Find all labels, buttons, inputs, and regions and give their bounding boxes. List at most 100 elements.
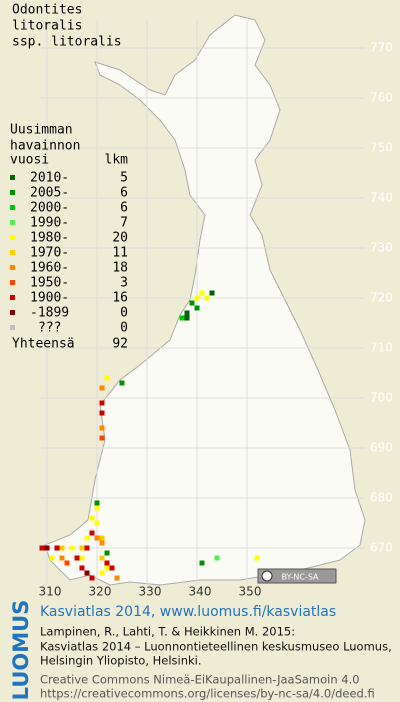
occurrence-square [79,555,85,561]
title: ssp. litoralis [12,35,122,50]
legend-header: vuosi [10,153,49,168]
occurrence-square [99,535,105,541]
occurrence-square [99,400,105,406]
occurrence-square [99,410,105,416]
occurrence-square [84,570,90,576]
citation: Kasviatlas 2014 – Luonnontieteellinen ke… [40,640,392,654]
legend-header: havainnon [10,139,80,154]
occurrence-square [69,545,75,551]
legend-label: 2000- [30,201,69,216]
title: Odontites [12,3,82,18]
legend-swatch [10,220,15,225]
cc-badge-text: BY-NC-SA [281,573,319,582]
legend-label: 1980- [30,231,69,246]
legend-count: 6 [120,186,128,201]
occurrence-square [109,565,115,571]
license: Creative Commons Nimeä-EiKaupallinen-Jaa… [40,673,360,687]
citation: Helsingin Yliopisto, Helsinki. [40,654,202,668]
occurrence-square [94,505,100,511]
cc-badge [257,568,337,584]
legend-label: ??? [38,321,61,336]
occurrence-square [59,555,65,561]
legend-header: Uusimman [10,123,73,138]
occurrence-square [214,555,220,561]
occurrence-square [104,565,110,571]
occurrence-square [94,520,100,526]
occurrence-square [99,570,105,576]
license-url[interactable]: https://creativecommons.org/licenses/by-… [40,687,375,701]
occurrence-square [44,545,50,551]
legend-label: 1970- [30,246,69,261]
y-tick-label: 760 [370,91,393,105]
occurrence-square [104,550,110,556]
occurrence-square [99,555,105,561]
legend-swatch [10,250,15,255]
occurrence-square [89,575,95,581]
x-tick-label: 310 [39,585,62,599]
legend-swatch [10,310,15,315]
occurrence-square [79,545,85,551]
occurrence-square [254,555,260,561]
occurrence-square [199,290,205,296]
legend-swatch [10,265,15,270]
title: litoralis [12,19,82,34]
occurrence-square [39,545,45,551]
y-tick-label: 710 [370,341,393,355]
legend-count: 7 [120,216,128,231]
occurrence-square [59,545,65,551]
occurrence-square [99,435,105,441]
legend-count: 3 [120,276,128,291]
legend-count: 6 [120,201,128,216]
legend-count: 18 [112,261,128,276]
occurrence-square [104,375,110,381]
occurrence-square [74,555,80,561]
occurrence-square [99,540,105,546]
occurrence-square [199,560,205,566]
occurrence-square [64,560,70,566]
occurrence-square [184,310,190,316]
legend-label: 1950- [30,276,69,291]
legend-count: 11 [112,246,128,261]
occurrence-square [119,380,125,386]
citation: Lampinen, R., Lahti, T. & Heikkinen M. 2… [40,625,295,639]
y-tick-label: 730 [370,241,393,255]
occurrence-square [89,515,95,521]
occurrence-square [179,315,185,321]
occurrence-square [49,555,55,561]
total-label: Yhteensä [12,337,75,352]
legend-swatch [10,205,15,210]
y-tick-label: 680 [370,491,393,505]
y-tick-label: 740 [370,191,393,205]
logo: LUOMUS [9,600,33,701]
x-tick-label: 330 [139,585,162,599]
occurrence-square [189,300,195,306]
legend-count: 5 [120,171,128,186]
legend-swatch [10,325,15,330]
y-tick-label: 770 [370,41,393,55]
occurrence-square [99,385,105,391]
legend-swatch [10,235,15,240]
legend-swatch [10,175,15,180]
atlas-link[interactable]: Kasviatlas 2014, www.luomus.fi/kasviatla… [40,604,336,620]
occurrence-square [194,305,200,311]
occurrence-square [54,545,60,551]
legend-label: 1900- [30,291,69,306]
occurrence-square [94,535,100,541]
legend-label: 2010- [30,171,69,186]
occurrence-square [204,295,210,301]
x-tick-label: 320 [89,585,112,599]
occurrence-square [209,290,215,296]
occurrence-square [104,560,110,566]
occurrence-square [84,545,90,551]
total-count: 92 [112,337,128,352]
occurrence-square [99,425,105,431]
cc-icon [261,570,273,582]
y-tick-label: 670 [370,541,393,555]
legend-label: 1960- [30,261,69,276]
legend-label: 1990- [30,216,69,231]
occurrence-square [94,500,100,506]
legend-label: 2005- [30,186,69,201]
legend-swatch [10,190,15,195]
legend-count: 0 [120,321,128,336]
occurrence-square [84,535,90,541]
